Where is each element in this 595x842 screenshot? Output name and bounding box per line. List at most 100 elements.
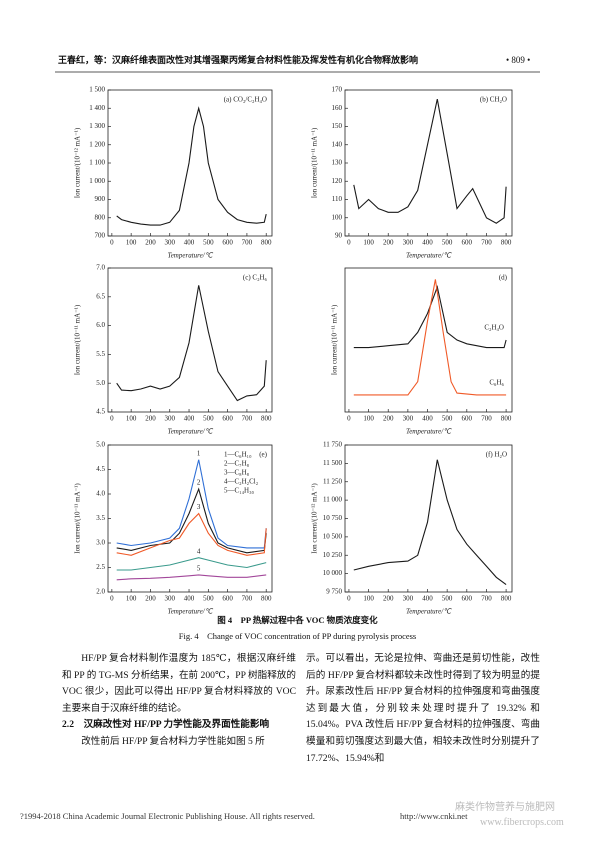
y-axis-label: Ion current/(10⁻¹² mA⁻¹) — [311, 483, 319, 554]
y-tick-label: 1 100 — [89, 159, 105, 167]
left-column: HF/PP 复合材料制作温度为 185℃，根据汉麻纤维和 PP 的 TG-MS … — [62, 651, 296, 751]
x-tick-label: 100 — [126, 595, 137, 603]
x-axis-label: Temperature/℃ — [167, 608, 213, 616]
y-tick-label: 7.0 — [96, 264, 105, 272]
y-tick-label: 10 750 — [323, 514, 343, 522]
y-tick-label: 5.0 — [96, 379, 105, 387]
x-tick-label: 200 — [145, 415, 156, 423]
x-tick-label: 200 — [145, 239, 156, 247]
series-label: C₂H₄O — [484, 324, 504, 332]
y-tick-label: 10 000 — [323, 569, 343, 577]
paragraph: 示。可以看出，无论是拉伸、弯曲还是剪切性能，改性后的 HF/PP 复合材料都较未… — [306, 653, 540, 764]
plot-frame — [107, 89, 273, 237]
y-tick-label: 1 500 — [89, 86, 105, 94]
x-tick-label: 400 — [184, 239, 195, 247]
x-tick-label: 100 — [363, 415, 374, 423]
x-tick-label: 400 — [422, 415, 433, 423]
x-tick-label: 400 — [422, 595, 433, 603]
x-tick-label: 800 — [501, 415, 512, 423]
x-tick-label: 100 — [126, 415, 137, 423]
curve-tag: 5 — [197, 564, 201, 572]
x-tick-label: 500 — [203, 595, 214, 603]
y-tick-label: 2.0 — [96, 588, 105, 596]
legend-entry: 3—C₈H₈ — [224, 469, 250, 477]
y-tick-label: 11 750 — [323, 441, 342, 449]
x-tick-label: 300 — [403, 595, 414, 603]
x-tick-label: 800 — [501, 595, 512, 603]
x-tick-label: 0 — [110, 595, 114, 603]
y-tick-label: 1 000 — [89, 177, 105, 185]
y-tick-label: 700 — [95, 232, 106, 240]
x-tick-label: 100 — [363, 595, 374, 603]
curve-tag: 2 — [197, 479, 201, 487]
x-tick-label: 200 — [383, 415, 394, 423]
panel-label: (c) C₂H₆ — [243, 274, 268, 282]
series-label: C₆H₆ — [489, 379, 504, 387]
x-tick-label: 300 — [164, 415, 175, 423]
y-tick-label: 4.5 — [96, 465, 105, 473]
x-tick-label: 300 — [164, 239, 175, 247]
right-column: 示。可以看出，无论是拉伸、弯曲还是剪切性能，改性后的 HF/PP 复合材料都较未… — [306, 651, 540, 767]
x-axis-label: Temperature/℃ — [406, 608, 452, 616]
y-tick-label: 2.5 — [96, 563, 105, 571]
x-tick-label: 700 — [481, 239, 492, 247]
x-tick-label: 600 — [222, 595, 233, 603]
y-tick-label: 1 200 — [89, 140, 105, 148]
data-line — [353, 284, 507, 349]
paragraph: 改性前后 HF/PP 复合材料力学性能如图 5 所 — [81, 735, 265, 747]
panel-label: (b) CH₂O — [480, 96, 507, 104]
x-tick-label: 200 — [383, 595, 394, 603]
x-tick-label: 0 — [110, 239, 114, 247]
data-line — [353, 98, 507, 224]
x-tick-label: 800 — [261, 595, 272, 603]
x-tick-label: 400 — [184, 415, 195, 423]
x-tick-label: 700 — [242, 415, 253, 423]
data-line — [116, 512, 267, 556]
x-tick-label: 800 — [261, 239, 272, 247]
x-tick-label: 200 — [145, 595, 156, 603]
data-line — [353, 279, 507, 396]
plot-frame — [344, 267, 513, 413]
panel-label: (f) H₂O — [486, 451, 507, 459]
x-tick-label: 700 — [481, 595, 492, 603]
data-line — [116, 557, 267, 571]
legend-entry: 4—C₂H₂Cl₂ — [224, 478, 259, 486]
x-tick-label: 500 — [442, 239, 453, 247]
data-line — [116, 285, 267, 402]
header-title: 王春红，等：汉麻纤维表面改性对其增强聚丙烯复合材料性能及挥发性有机化合物释放影响 — [58, 55, 419, 65]
y-tick-label: 4.0 — [96, 490, 105, 498]
x-tick-label: 800 — [501, 239, 512, 247]
x-tick-label: 400 — [422, 239, 433, 247]
y-axis-label: Ion current/(10⁻¹¹ mA⁻¹) — [311, 127, 319, 198]
x-tick-label: 600 — [222, 239, 233, 247]
x-tick-label: 600 — [462, 239, 473, 247]
y-tick-label: 160 — [332, 104, 343, 112]
panel-label: (d) — [499, 274, 508, 282]
curve-tag: 3 — [197, 503, 201, 511]
y-tick-label: 150 — [332, 122, 343, 130]
x-tick-label: 200 — [383, 239, 394, 247]
y-tick-label: 9 750 — [326, 588, 342, 596]
x-tick-label: 300 — [403, 239, 414, 247]
watermark: 麻类作物营养与施肥网 — [455, 802, 555, 813]
plot-frame — [344, 89, 513, 237]
y-tick-label: 3.0 — [96, 539, 105, 547]
y-tick-label: 10 500 — [323, 532, 343, 540]
y-axis-label: Ion current/(10⁻¹² mA⁻¹) — [74, 127, 82, 198]
x-axis-label: Temperature/℃ — [167, 252, 213, 260]
y-tick-label: 1 400 — [89, 104, 105, 112]
y-tick-label: 140 — [332, 140, 343, 148]
x-tick-label: 300 — [403, 415, 414, 423]
x-tick-label: 600 — [462, 415, 473, 423]
x-tick-label: 500 — [442, 415, 453, 423]
y-tick-label: 5.0 — [96, 441, 105, 449]
y-tick-label: 10 250 — [323, 551, 343, 559]
caption-en: Fig. 4 Change of VOC concentration of PP… — [178, 631, 417, 641]
curve-tag: 4 — [197, 547, 201, 555]
x-tick-label: 700 — [481, 415, 492, 423]
x-tick-label: 700 — [242, 595, 253, 603]
x-tick-label: 0 — [347, 239, 351, 247]
x-tick-label: 800 — [261, 415, 272, 423]
